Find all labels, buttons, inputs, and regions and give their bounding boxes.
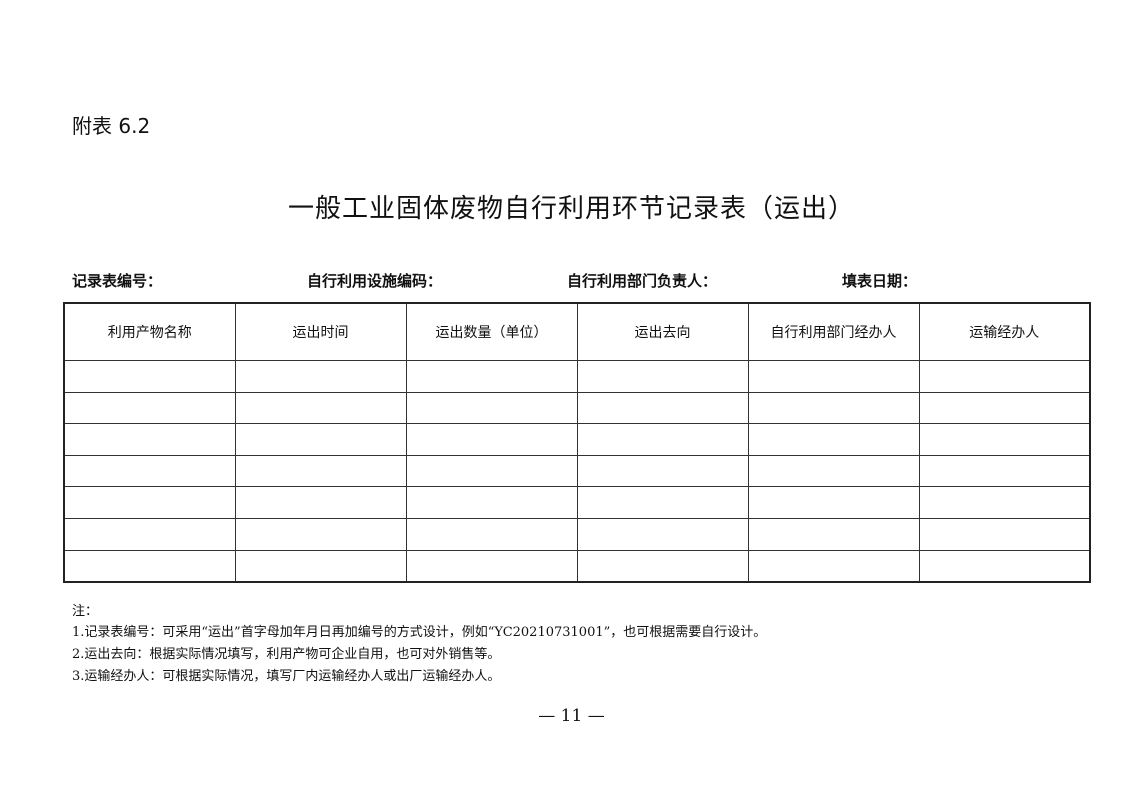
- note-item: 2.运出去向：根据实际情况填写，利用产物可企业自用，也可对外销售等。: [72, 647, 501, 662]
- notes-label: 注：: [72, 604, 99, 619]
- facility-code-label: 自行利用设施编码：: [307, 272, 443, 290]
- table-row: [63, 517, 1091, 551]
- table-cell[interactable]: [576, 549, 749, 583]
- header-destination: 运出去向: [576, 302, 749, 361]
- table-cell[interactable]: [234, 517, 407, 551]
- table-cell[interactable]: [234, 423, 407, 456]
- note-item: 3.运输经办人：可根据实际情况，填写厂内运输经办人或出厂运输经办人。: [72, 669, 501, 684]
- table-cell[interactable]: [405, 454, 578, 488]
- table-cell[interactable]: [747, 549, 920, 583]
- department-head-label: 自行利用部门负责人：: [567, 272, 718, 290]
- document-title: 一般工业固体废物自行利用环节记录表（运出）: [287, 194, 855, 224]
- table-row: [63, 549, 1091, 583]
- table-cell[interactable]: [576, 454, 749, 488]
- header-transport-handler: 运输经办人: [918, 302, 1091, 361]
- table-row: [63, 423, 1091, 456]
- table-cell[interactable]: [747, 486, 920, 519]
- header-product-name: 利用产物名称: [63, 302, 236, 361]
- table-cell[interactable]: [405, 486, 578, 519]
- table-cell[interactable]: [747, 391, 920, 425]
- table-cell[interactable]: [63, 360, 236, 393]
- table-cell[interactable]: [918, 391, 1091, 425]
- table-cell[interactable]: [63, 391, 236, 425]
- table-cell[interactable]: [747, 360, 920, 393]
- table-cell[interactable]: [234, 391, 407, 425]
- table-cell[interactable]: [576, 517, 749, 551]
- table-cell[interactable]: [918, 423, 1091, 456]
- table-cell[interactable]: [576, 360, 749, 393]
- table-cell[interactable]: [234, 360, 407, 393]
- table-cell[interactable]: [918, 517, 1091, 551]
- record-number-label: 记录表编号：: [72, 272, 163, 290]
- header-ship-time: 运出时间: [234, 302, 407, 361]
- table-cell[interactable]: [405, 517, 578, 551]
- table-cell[interactable]: [576, 391, 749, 425]
- table-cell[interactable]: [747, 454, 920, 488]
- table-row: [63, 360, 1091, 393]
- table-cell[interactable]: [63, 423, 236, 456]
- page-number: — 11 —: [538, 706, 605, 726]
- table-cell[interactable]: [576, 423, 749, 456]
- table-cell[interactable]: [63, 486, 236, 519]
- record-table: 利用产物名称 运出时间 运出数量（单位） 运出去向 自行利用部门经办人 运输经办…: [63, 302, 1091, 584]
- table-cell[interactable]: [918, 454, 1091, 488]
- appendix-label: 附表 6.2: [72, 114, 151, 138]
- header-ship-quantity: 运出数量（单位）: [405, 302, 578, 361]
- header-department-handler: 自行利用部门经办人: [747, 302, 920, 361]
- table-cell[interactable]: [405, 549, 578, 583]
- table-cell[interactable]: [405, 360, 578, 393]
- table-cell[interactable]: [234, 486, 407, 519]
- table-cell[interactable]: [918, 486, 1091, 519]
- table-cell[interactable]: [405, 423, 578, 456]
- table-row: [63, 391, 1091, 425]
- table-row: [63, 454, 1091, 488]
- table-cell[interactable]: [576, 486, 749, 519]
- table-cell[interactable]: [63, 454, 236, 488]
- fill-date-label: 填表日期：: [842, 272, 918, 290]
- table-row: [63, 486, 1091, 519]
- table-cell[interactable]: [63, 549, 236, 583]
- table-cell[interactable]: [234, 549, 407, 583]
- table-cell[interactable]: [747, 423, 920, 456]
- table-cell[interactable]: [747, 517, 920, 551]
- table-cell[interactable]: [63, 517, 236, 551]
- note-item: 1.记录表编号：可采用“运出”首字母加年月日再加编号的方式设计，例如“YC202…: [72, 625, 767, 640]
- table-cell[interactable]: [234, 454, 407, 488]
- table-cell[interactable]: [918, 360, 1091, 393]
- table-cell[interactable]: [405, 391, 578, 425]
- table-header-row: 利用产物名称 运出时间 运出数量（单位） 运出去向 自行利用部门经办人 运输经办…: [63, 302, 1091, 361]
- table-cell[interactable]: [918, 549, 1091, 583]
